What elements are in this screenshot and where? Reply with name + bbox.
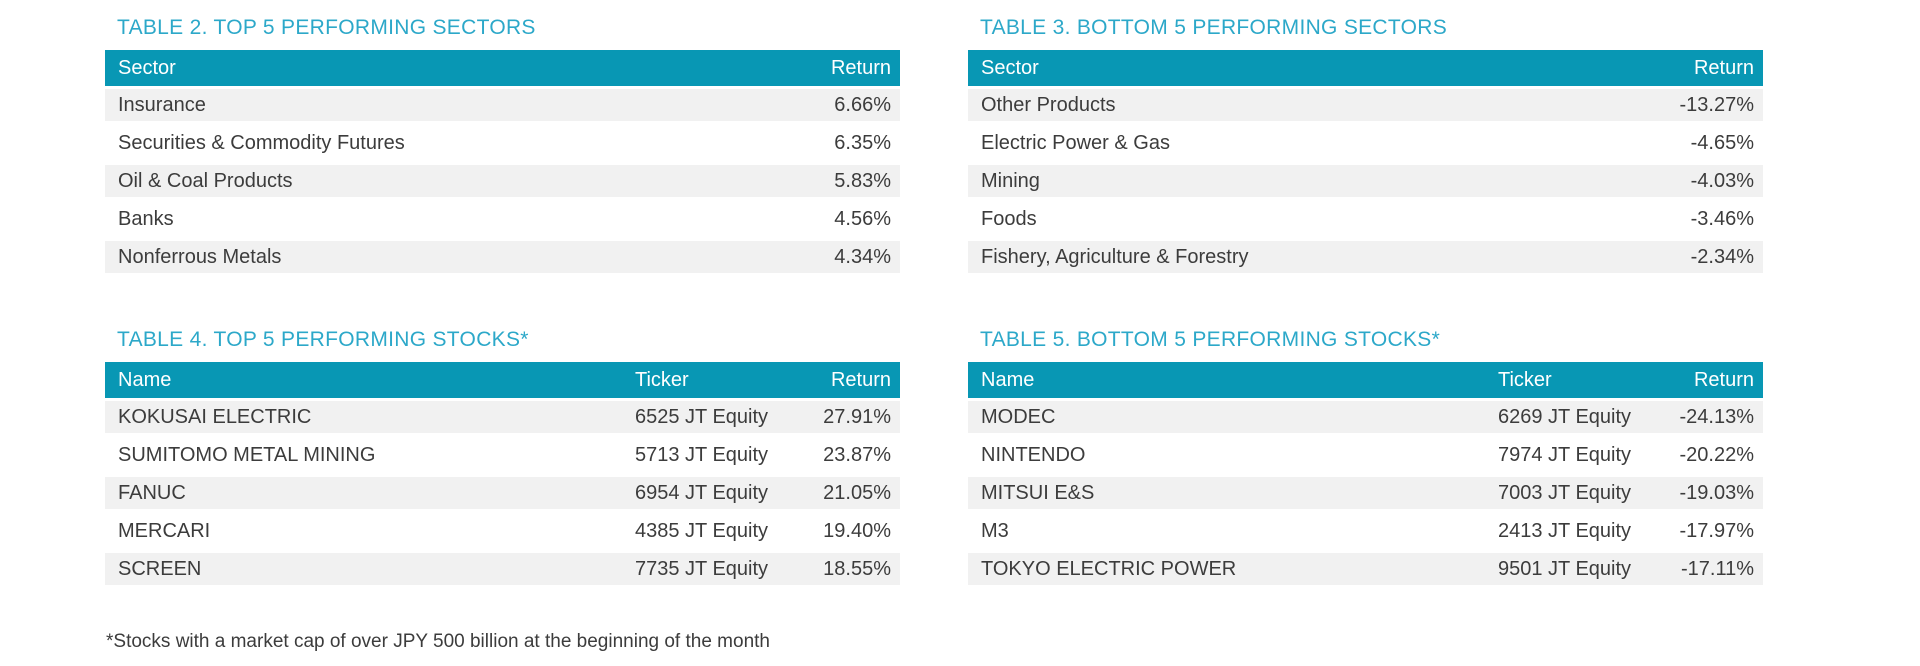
column-header-return: Return — [1693, 56, 1754, 79]
footnote: *Stocks with a market cap of over JPY 50… — [106, 631, 770, 652]
table-bottom5-sectors: TABLE 3. BOTTOM 5 PERFORMING SECTORS Sec… — [968, 16, 1763, 276]
sector-cell: Securities & Commodity Futures — [118, 131, 405, 154]
table-row: MITSUI E&S 7003 JT Equity -19.03% — [968, 474, 1763, 512]
table-row: Oil & Coal Products 5.83% — [105, 162, 900, 200]
return-cell: -13.27% — [1679, 93, 1755, 116]
ticker-cell: 6954 JT Equity — [635, 481, 769, 504]
ticker-cell: 4385 JT Equity — [635, 519, 769, 542]
stock-name-cell: MITSUI E&S — [981, 481, 1095, 504]
return-cell: 21.05% — [823, 481, 891, 504]
ticker-cell: 2413 JT Equity — [1498, 519, 1632, 542]
sector-cell: Insurance — [118, 93, 206, 116]
table3-title: TABLE 3. BOTTOM 5 PERFORMING SECTORS — [980, 16, 1448, 39]
table3: Sector Return Other Products -13.27% Ele… — [968, 50, 1763, 276]
table-row: Securities & Commodity Futures 6.35% — [105, 124, 900, 162]
stock-name-cell: MERCARI — [118, 519, 211, 542]
table-row: Mining -4.03% — [968, 162, 1763, 200]
table-row: SUMITOMO METAL MINING 5713 JT Equity 23.… — [105, 436, 900, 474]
stock-name-cell: KOKUSAI ELECTRIC — [118, 405, 312, 428]
return-cell: 4.56% — [834, 207, 891, 230]
ticker-cell: 6525 JT Equity — [635, 405, 769, 428]
table-row: NINTENDO 7974 JT Equity -20.22% — [968, 436, 1763, 474]
table-row: Banks 4.56% — [105, 200, 900, 238]
return-cell: 19.40% — [823, 519, 891, 542]
return-cell: -19.03% — [1679, 481, 1755, 504]
table-row: FANUC 6954 JT Equity 21.05% — [105, 474, 900, 512]
ticker-cell: 7974 JT Equity — [1498, 443, 1632, 466]
sector-cell: Fishery, Agriculture & Forestry — [981, 245, 1249, 268]
return-cell: 6.66% — [834, 93, 891, 116]
return-cell: -4.65% — [1690, 131, 1754, 154]
return-cell: -4.03% — [1690, 169, 1754, 192]
sector-cell: Foods — [981, 207, 1037, 230]
table-row: MERCARI 4385 JT Equity 19.40% — [105, 512, 900, 550]
table-row: Fishery, Agriculture & Forestry -2.34% — [968, 238, 1763, 276]
table4-header-row: Name Ticker Return — [105, 362, 900, 398]
sector-cell: Nonferrous Metals — [118, 245, 282, 268]
table2-title: TABLE 2. TOP 5 PERFORMING SECTORS — [117, 16, 536, 39]
column-header-ticker: Ticker — [1498, 368, 1552, 391]
return-cell: 5.83% — [834, 169, 891, 192]
table-row: Other Products -13.27% — [968, 86, 1763, 124]
return-cell: -20.22% — [1679, 443, 1755, 466]
table-row: Electric Power & Gas -4.65% — [968, 124, 1763, 162]
table-row: SCREEN 7735 JT Equity 18.55% — [105, 550, 900, 588]
sector-cell: Mining — [981, 169, 1040, 192]
stock-name-cell: FANUC — [118, 481, 186, 504]
sector-cell: Electric Power & Gas — [981, 131, 1170, 154]
table-row: M3 2413 JT Equity -17.97% — [968, 512, 1763, 550]
stock-name-cell: SUMITOMO METAL MINING — [118, 443, 376, 466]
table4-title: TABLE 4. TOP 5 PERFORMING STOCKS* — [117, 328, 529, 351]
column-header-name: Name — [981, 368, 1035, 391]
ticker-cell: 9501 JT Equity — [1498, 557, 1632, 580]
table2-header-row: Sector Return — [105, 50, 900, 86]
stock-name-cell: SCREEN — [118, 557, 202, 580]
table2: Sector Return Insurance 6.66% Securities… — [105, 50, 900, 276]
return-cell: 23.87% — [823, 443, 891, 466]
ticker-cell: 7003 JT Equity — [1498, 481, 1632, 504]
ticker-cell: 5713 JT Equity — [635, 443, 769, 466]
table5-title: TABLE 5. BOTTOM 5 PERFORMING STOCKS* — [980, 328, 1441, 351]
table-row: Nonferrous Metals 4.34% — [105, 238, 900, 276]
return-cell: -17.97% — [1679, 519, 1755, 542]
table3-header-row: Sector Return — [968, 50, 1763, 86]
table5: Name Ticker Return MODEC 6269 JT Equity … — [968, 362, 1763, 588]
table-top5-stocks: TABLE 4. TOP 5 PERFORMING STOCKS* Name T… — [105, 328, 900, 588]
table4: Name Ticker Return KOKUSAI ELECTRIC 6525… — [105, 362, 900, 588]
sector-cell: Banks — [118, 207, 174, 230]
ticker-cell: 7735 JT Equity — [635, 557, 769, 580]
table5-header-row: Name Ticker Return — [968, 362, 1763, 398]
table-top5-sectors: TABLE 2. TOP 5 PERFORMING SECTORS Sector… — [105, 16, 900, 276]
return-cell: 6.35% — [834, 131, 891, 154]
sector-cell: Other Products — [981, 93, 1116, 116]
return-cell: 4.34% — [834, 245, 891, 268]
tables-grid: TABLE 2. TOP 5 PERFORMING SECTORS Sector… — [105, 16, 1763, 588]
stock-name-cell: TOKYO ELECTRIC POWER — [981, 557, 1237, 580]
table-row: Foods -3.46% — [968, 200, 1763, 238]
return-cell: -2.34% — [1690, 245, 1754, 268]
column-header-return: Return — [830, 368, 891, 391]
table-bottom5-stocks: TABLE 5. BOTTOM 5 PERFORMING STOCKS* Nam… — [968, 328, 1763, 588]
column-header-name: Name — [118, 368, 172, 391]
column-header-ticker: Ticker — [635, 368, 689, 391]
table-row: TOKYO ELECTRIC POWER 9501 JT Equity -17.… — [968, 550, 1763, 588]
table-row: MODEC 6269 JT Equity -24.13% — [968, 398, 1763, 436]
stock-name-cell: NINTENDO — [981, 443, 1086, 466]
return-cell: 27.91% — [823, 405, 891, 428]
stock-name-cell: MODEC — [981, 405, 1056, 428]
column-header-return: Return — [830, 56, 891, 79]
return-cell: 18.55% — [823, 557, 891, 580]
ticker-cell: 6269 JT Equity — [1498, 405, 1632, 428]
sector-cell: Oil & Coal Products — [118, 169, 293, 192]
column-header-return: Return — [1693, 368, 1754, 391]
column-header-sector: Sector — [981, 56, 1039, 79]
return-cell: -24.13% — [1679, 405, 1755, 428]
column-header-sector: Sector — [118, 56, 176, 79]
table-row: Insurance 6.66% — [105, 86, 900, 124]
stock-name-cell: M3 — [981, 519, 1009, 542]
return-cell: -3.46% — [1690, 207, 1754, 230]
return-cell: -17.11% — [1680, 557, 1754, 580]
table-row: KOKUSAI ELECTRIC 6525 JT Equity 27.91% — [105, 398, 900, 436]
